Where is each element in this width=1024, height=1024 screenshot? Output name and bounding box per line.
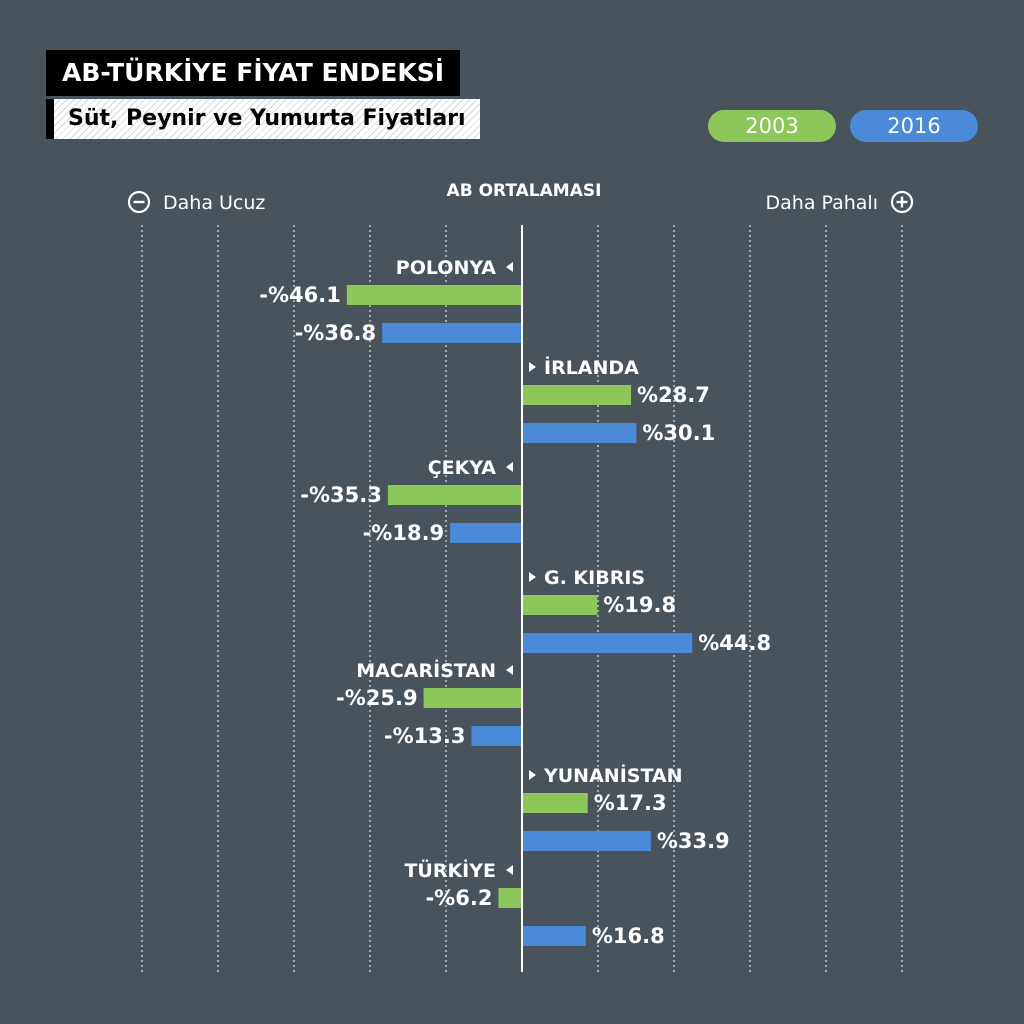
category-arrow-icon [506, 665, 513, 675]
bar-2016 [522, 831, 651, 851]
bar-2003 [522, 793, 588, 813]
bar-2016 [522, 926, 586, 946]
legend-item-2016: 2016 [850, 110, 978, 142]
data-label: -%18.9 [363, 521, 445, 545]
data-label: -%13.3 [384, 724, 466, 748]
chart-title: AB-TÜRKİYE FİYAT ENDEKSİ [46, 50, 461, 96]
category-arrow-icon [529, 572, 536, 582]
data-label: -%46.1 [259, 283, 341, 307]
more-expensive-label: Daha Pahalı [766, 192, 879, 214]
bar-2003 [498, 888, 522, 908]
bar-2003 [522, 385, 632, 405]
data-label: %33.9 [657, 829, 730, 853]
bar-2016 [382, 323, 522, 343]
chart-subtitle: Süt, Peynir ve Yumurta Fiyatları [46, 99, 480, 139]
bar-2003 [346, 285, 522, 305]
data-label: -%35.3 [300, 483, 382, 507]
category-arrow-icon [506, 462, 513, 472]
data-label: %16.8 [592, 924, 665, 948]
category-arrow-icon [529, 770, 536, 780]
plus-circle-icon [890, 190, 914, 214]
bar-2016 [450, 523, 522, 543]
data-label: %19.8 [603, 593, 676, 617]
category-arrow-icon [529, 362, 536, 372]
category-label: G. KIBRIS [544, 567, 645, 589]
bar-2016 [471, 726, 522, 746]
category-arrow-icon [506, 865, 513, 875]
bar-2003 [522, 595, 598, 615]
data-label: -%25.9 [336, 686, 418, 710]
data-label: -%36.8 [295, 321, 377, 345]
category-label: YUNANİSTAN [543, 763, 683, 787]
eu-average-label: AB ORTALAMASI [447, 181, 602, 201]
category-label: İRLANDA [544, 355, 639, 379]
bar-2016 [522, 423, 637, 443]
category-label: MACARİSTAN [356, 658, 496, 682]
category-label: POLONYA [396, 257, 497, 279]
legend-item-2003: 2003 [708, 110, 836, 142]
data-label: %44.8 [698, 631, 771, 655]
category-arrow-icon [506, 262, 513, 272]
bar-2016 [522, 633, 693, 653]
data-label: %17.3 [594, 791, 667, 815]
data-label: -%6.2 [425, 886, 492, 910]
category-label: ÇEKYA [428, 457, 497, 479]
bar-2003 [387, 485, 522, 505]
less-expensive-label: Daha Ucuz [163, 192, 265, 214]
minus-circle-icon [127, 190, 151, 214]
bars: POLONYA -%46.1 -%36.8 İRLANDA %28.7 %30.1 ÇEKY… [259, 257, 771, 948]
data-label: %30.1 [642, 421, 715, 445]
bar-2003 [423, 688, 522, 708]
data-label: %28.7 [637, 383, 710, 407]
category-label: TÜRKİYE [404, 858, 496, 882]
